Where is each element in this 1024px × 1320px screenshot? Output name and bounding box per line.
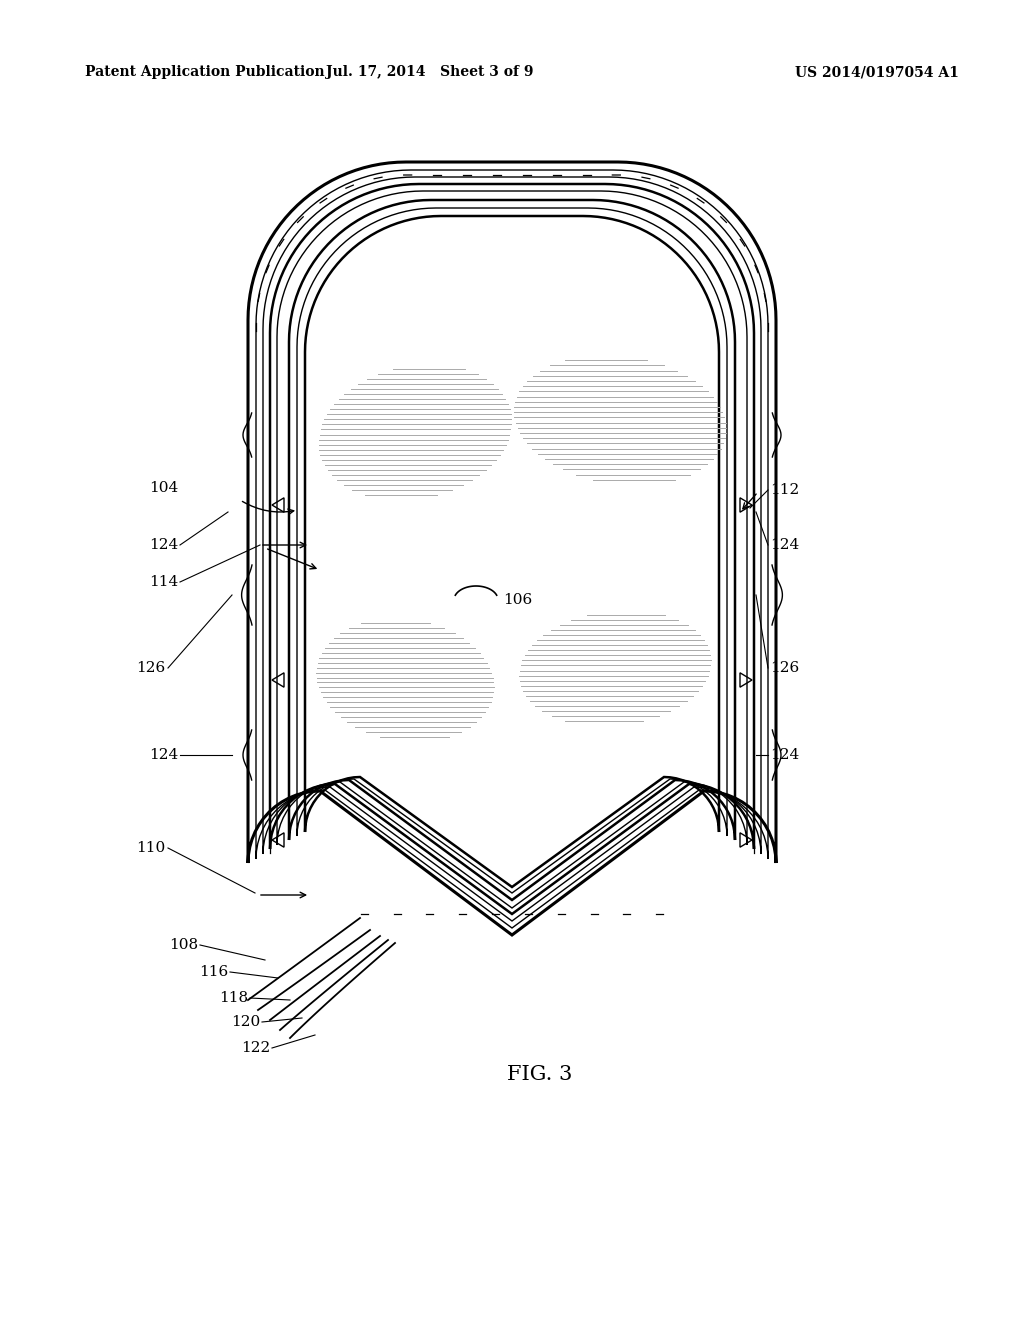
Text: 126: 126	[770, 661, 800, 675]
Text: 118: 118	[219, 991, 248, 1005]
Text: 106: 106	[503, 593, 532, 607]
Text: 126: 126	[136, 661, 165, 675]
Text: 110: 110	[136, 841, 165, 855]
Text: FIG. 3: FIG. 3	[507, 1065, 572, 1085]
Text: Jul. 17, 2014   Sheet 3 of 9: Jul. 17, 2014 Sheet 3 of 9	[327, 65, 534, 79]
Text: Patent Application Publication: Patent Application Publication	[85, 65, 325, 79]
Text: 114: 114	[148, 576, 178, 589]
Text: 112: 112	[770, 483, 800, 498]
Text: 124: 124	[770, 748, 800, 762]
Text: US 2014/0197054 A1: US 2014/0197054 A1	[795, 65, 958, 79]
Text: 104: 104	[148, 480, 178, 495]
Text: 120: 120	[230, 1015, 260, 1030]
Text: 108: 108	[169, 939, 198, 952]
Text: 116: 116	[199, 965, 228, 979]
Text: 124: 124	[148, 539, 178, 552]
Text: 124: 124	[770, 539, 800, 552]
Text: 122: 122	[241, 1041, 270, 1055]
Text: 124: 124	[148, 748, 178, 762]
